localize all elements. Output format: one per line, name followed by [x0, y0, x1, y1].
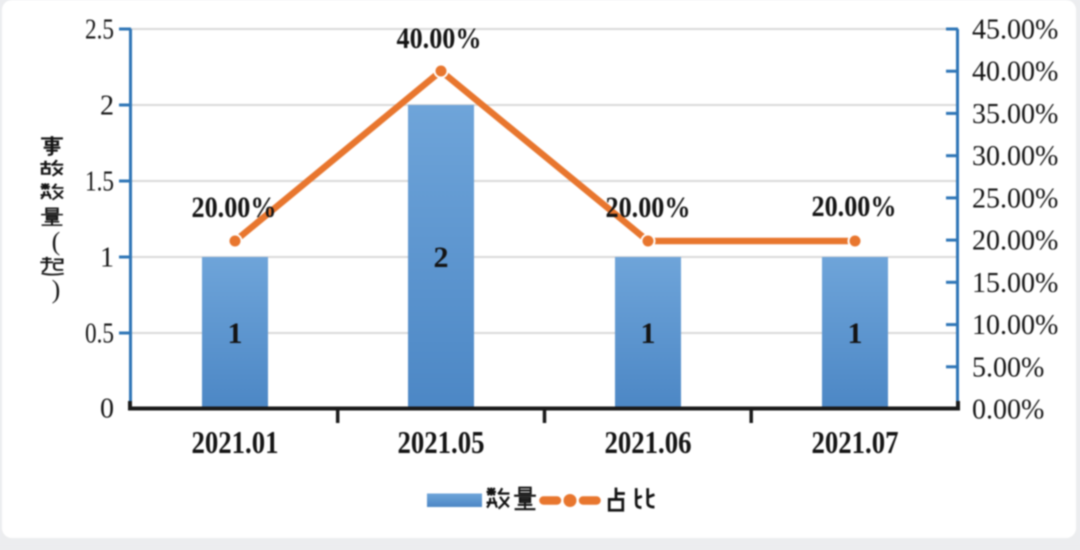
svg-text:2021.05: 2021.05 — [398, 424, 485, 460]
svg-text:20.00%: 20.00% — [192, 191, 277, 224]
svg-text:10.00%: 10.00% — [972, 310, 1058, 341]
svg-text:1: 1 — [100, 243, 114, 274]
svg-text:5.00%: 5.00% — [972, 352, 1044, 383]
svg-text:2: 2 — [434, 241, 449, 274]
svg-text:): ) — [52, 275, 61, 304]
svg-text:30.00%: 30.00% — [972, 141, 1058, 172]
svg-text:0.5: 0.5 — [85, 319, 114, 350]
svg-text:1: 1 — [848, 317, 863, 350]
svg-text:1: 1 — [228, 317, 243, 350]
svg-text:2: 2 — [100, 91, 114, 122]
svg-text:40.00%: 40.00% — [972, 57, 1058, 88]
svg-text:20.00%: 20.00% — [606, 191, 691, 224]
svg-text:1.5: 1.5 — [85, 167, 114, 198]
svg-text:2021.06: 2021.06 — [605, 424, 692, 460]
svg-text:40.00%: 40.00% — [397, 22, 482, 55]
svg-text:2.5: 2.5 — [85, 15, 114, 46]
svg-text:2021.01: 2021.01 — [192, 424, 279, 460]
svg-text:(: ( — [52, 227, 61, 256]
svg-text:0.00%: 0.00% — [972, 395, 1044, 426]
svg-text:35.00%: 35.00% — [972, 99, 1058, 130]
svg-text:1: 1 — [641, 317, 656, 350]
svg-text:20.00%: 20.00% — [972, 226, 1058, 257]
svg-text:0: 0 — [100, 394, 114, 425]
svg-text:25.00%: 25.00% — [972, 183, 1058, 214]
svg-text:45.00%: 45.00% — [972, 15, 1058, 46]
svg-text:15.00%: 15.00% — [972, 268, 1058, 299]
svg-text:20.00%: 20.00% — [812, 190, 897, 223]
svg-text:2021.07: 2021.07 — [812, 424, 899, 460]
